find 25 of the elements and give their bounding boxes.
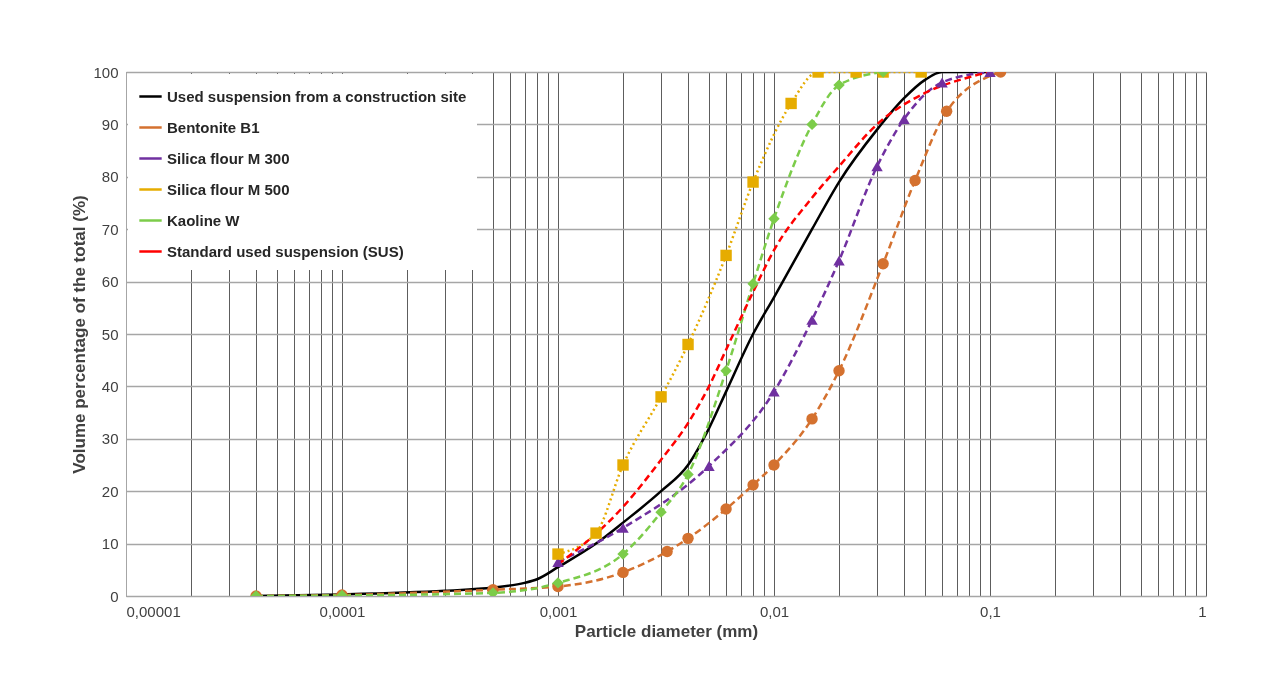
y-tick-label: 20 [101, 482, 119, 500]
x-tick-label: 0,0001 [319, 602, 366, 620]
y-tick-label: 30 [101, 430, 119, 448]
y-tick-label: 60 [101, 273, 119, 291]
legend-label: Used suspension from a construction site [167, 87, 467, 105]
y-tick-label: 10 [101, 535, 119, 553]
y-tick-label: 50 [101, 325, 119, 343]
x-tick-label: 0,01 [759, 602, 790, 620]
y-tick-label: 90 [101, 115, 119, 133]
legend-label: Silica flour M 300 [167, 149, 290, 167]
legend-label: Kaoline W [167, 211, 241, 229]
x-tick-label: 0,00001 [126, 602, 181, 620]
legend-label: Bentonite B1 [167, 118, 260, 136]
y-tick-label: 40 [101, 377, 119, 395]
legend-label: Silica flour M 500 [167, 180, 290, 198]
y-tick-label: 80 [101, 168, 119, 186]
y-tick-label: 0 [110, 587, 119, 605]
x-tick-label: 0,001 [539, 602, 578, 620]
y-axis-title: Volume percentage of the total (%) [70, 195, 90, 474]
x-tick-label: 0,1 [980, 602, 1001, 620]
y-tick-label: 70 [101, 220, 119, 238]
x-tick-label: 1 [1198, 602, 1207, 620]
y-tick-label: 100 [93, 63, 119, 81]
legend-label: Standard used suspension (SUS) [167, 242, 404, 260]
x-axis-title: Particle diameter (mm) [574, 621, 759, 641]
